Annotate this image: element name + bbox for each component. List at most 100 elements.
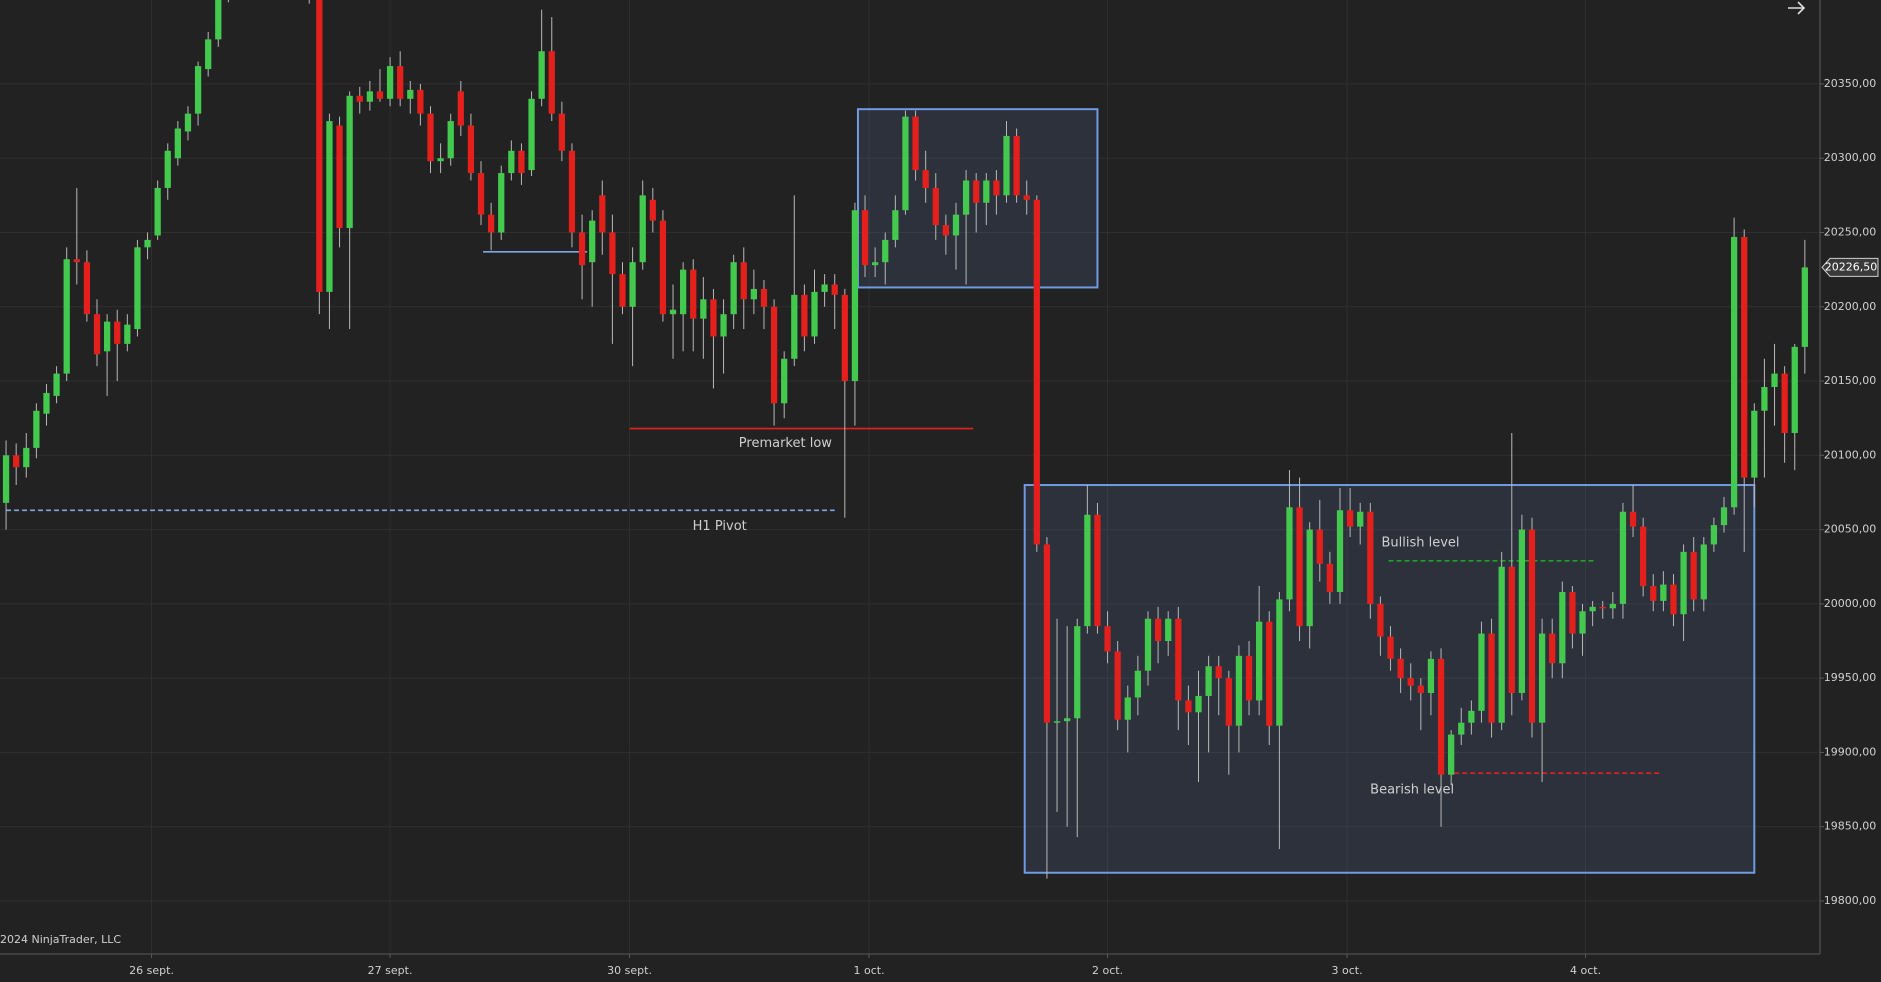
candle-body bbox=[1377, 603, 1384, 637]
candle-body bbox=[952, 214, 960, 236]
candle-body bbox=[1569, 591, 1576, 634]
candle-body bbox=[851, 210, 859, 382]
candle-body bbox=[659, 220, 667, 315]
candle-body bbox=[962, 180, 970, 215]
candle-body bbox=[53, 373, 60, 396]
candle-body bbox=[1730, 236, 1738, 508]
candle-body bbox=[164, 150, 171, 188]
candle-body bbox=[619, 274, 626, 307]
candle-body bbox=[902, 116, 909, 211]
candle-body bbox=[679, 269, 687, 315]
candle-body bbox=[589, 220, 596, 263]
candle-body bbox=[882, 239, 889, 263]
candle-body bbox=[781, 358, 788, 404]
candle-body bbox=[700, 299, 707, 319]
candles bbox=[2, 0, 1808, 879]
candle-body bbox=[942, 225, 950, 236]
y-tick-label: 20000,00 bbox=[1824, 597, 1877, 610]
candle-body bbox=[1680, 551, 1687, 615]
candle-body bbox=[760, 288, 768, 307]
axes: 19800,00 19850,00 19900,00 19950,00 20000,00… bbox=[129, 77, 1879, 977]
candle-body bbox=[1407, 678, 1414, 686]
candle-body bbox=[1185, 700, 1192, 713]
candle-body bbox=[103, 321, 111, 352]
x-tick-label: 26 sept. bbox=[129, 964, 174, 977]
candle-body bbox=[1488, 633, 1495, 723]
scroll-arrow[interactable] bbox=[1788, 1, 1806, 15]
candle-body bbox=[1064, 718, 1071, 722]
candle-body bbox=[1427, 658, 1435, 693]
candle-body bbox=[1033, 199, 1040, 545]
candle-body bbox=[578, 232, 586, 266]
candle-body bbox=[1660, 584, 1667, 601]
candle-body bbox=[831, 284, 838, 295]
candle-body bbox=[1367, 511, 1374, 604]
y-tick-label: 20150,00 bbox=[1824, 374, 1877, 387]
candle-body bbox=[1225, 678, 1232, 726]
candle-body bbox=[1084, 514, 1091, 627]
y-tick-label: 20050,00 bbox=[1824, 523, 1877, 536]
watermark: 2024 NinjaTrader, LLC bbox=[0, 933, 121, 946]
x-tick-label: 27 sept. bbox=[368, 964, 413, 977]
candle-body bbox=[23, 447, 30, 468]
candle-body bbox=[1609, 603, 1616, 609]
candle-body bbox=[1528, 529, 1536, 723]
candle-body bbox=[1640, 526, 1647, 587]
candle-body bbox=[477, 173, 485, 215]
candle-body bbox=[1205, 666, 1212, 696]
candle-body bbox=[872, 262, 879, 266]
candle-body bbox=[174, 128, 181, 159]
candle-body bbox=[1458, 722, 1465, 735]
candle-body bbox=[710, 299, 717, 337]
candle-body bbox=[1710, 525, 1718, 545]
x-tick-label: 30 sept. bbox=[607, 964, 652, 977]
overlays: Premarket low H1 Pivot Bullish level Bearis… bbox=[6, 108, 1756, 874]
candle-body bbox=[1013, 135, 1020, 196]
candle-body bbox=[73, 259, 80, 263]
candle-body bbox=[983, 180, 990, 203]
candle-body bbox=[730, 262, 737, 315]
candle-body bbox=[1771, 373, 1778, 387]
grid bbox=[0, 0, 1820, 954]
candle-body bbox=[639, 195, 646, 263]
candle-body bbox=[1195, 695, 1202, 713]
candle-body bbox=[1346, 510, 1354, 527]
candle-body bbox=[326, 121, 333, 292]
candle-body bbox=[63, 259, 70, 374]
candle-body bbox=[811, 291, 818, 337]
candle-body bbox=[1023, 195, 1030, 200]
candle-body bbox=[1781, 373, 1788, 434]
y-tick-label: 19850,00 bbox=[1824, 820, 1877, 833]
candle-body bbox=[1165, 618, 1172, 642]
candle-body bbox=[407, 89, 414, 99]
x-tick-label: 3 oct. bbox=[1332, 964, 1363, 977]
candle-body bbox=[1296, 507, 1303, 627]
candle-body bbox=[518, 150, 525, 174]
candle-body bbox=[124, 324, 131, 344]
candle-body bbox=[801, 294, 808, 337]
candle-body bbox=[1579, 611, 1586, 634]
candle-body bbox=[973, 180, 980, 203]
candle-body bbox=[1154, 618, 1162, 642]
candle-body bbox=[538, 51, 545, 99]
candle-body bbox=[1276, 599, 1283, 726]
candle-body bbox=[1629, 511, 1637, 527]
candle-body bbox=[114, 321, 121, 344]
candle-body bbox=[649, 199, 656, 221]
y-tick-label: 19800,00 bbox=[1824, 894, 1877, 907]
y-tick-label: 19950,00 bbox=[1824, 671, 1877, 684]
candle-body bbox=[467, 125, 475, 174]
y-tick-label: 20350,00 bbox=[1824, 77, 1877, 90]
candle-body bbox=[397, 66, 404, 99]
candle-body bbox=[750, 288, 758, 300]
candle-body bbox=[1448, 734, 1455, 775]
candle-body bbox=[1245, 655, 1253, 701]
last-price-label: 20226,50 bbox=[1825, 260, 1878, 273]
candle-body bbox=[1720, 507, 1728, 526]
candle-body bbox=[1387, 636, 1394, 659]
x-tick-label: 2 oct. bbox=[1092, 964, 1123, 977]
candle-body bbox=[457, 91, 464, 126]
candle-body bbox=[13, 455, 20, 468]
candle-body bbox=[558, 113, 565, 151]
